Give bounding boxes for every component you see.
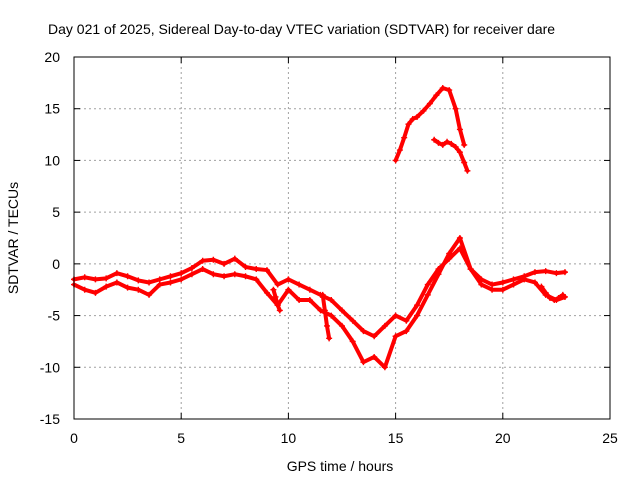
series-segment (453, 106, 462, 132)
y-tick-label: -5 (48, 308, 61, 324)
series-segment (307, 298, 323, 313)
series-segment (382, 313, 398, 328)
y-tick-label: -10 (40, 359, 60, 375)
y-tick-label: 0 (52, 256, 60, 272)
y-tick-label: 10 (44, 152, 60, 168)
series-spike-9_5h (270, 286, 283, 314)
y-tick-label: 15 (44, 101, 60, 117)
y-tick-label: 5 (52, 204, 60, 220)
series-segment (340, 323, 355, 344)
series-segment (350, 318, 366, 334)
x-axis-ticks: 0 5 10 15 20 25 (70, 57, 618, 446)
data-point (276, 307, 283, 314)
x-tick-label: 25 (602, 430, 618, 446)
series-segment (147, 282, 162, 297)
x-tick-label: 20 (495, 430, 511, 446)
series-segment (447, 246, 462, 261)
x-tick-label: 15 (388, 430, 404, 446)
x-axis-label: GPS time / hours (287, 458, 394, 474)
series-segment (402, 122, 411, 140)
y-axis-ticks: -15 -10 -5 0 5 10 15 20 (40, 49, 610, 427)
data-point (461, 141, 468, 148)
series-segment (404, 313, 420, 334)
data-point (326, 335, 333, 342)
series-segment (329, 298, 344, 313)
plot-frame (73, 56, 611, 420)
series-segment (447, 88, 458, 111)
series-segment (415, 282, 430, 308)
data-point (464, 167, 471, 174)
series-segment (425, 272, 441, 297)
series-segment (447, 236, 462, 256)
series-segment (264, 268, 280, 287)
series-segment (254, 277, 269, 295)
series-segment (457, 127, 467, 147)
series-segment (468, 267, 484, 287)
series-segment (415, 292, 430, 318)
grid (74, 57, 610, 419)
x-tick-label: 0 (70, 430, 78, 446)
series-segment (372, 323, 387, 339)
series-segment (457, 236, 473, 272)
series-segment (350, 339, 366, 365)
series-segment (329, 313, 344, 328)
series-segment (189, 258, 205, 270)
series-segment (425, 267, 441, 287)
x-tick-label: 10 (281, 430, 297, 446)
series-segment (404, 303, 420, 323)
series-spike-12h (319, 291, 333, 342)
y-tick-label: 20 (44, 49, 60, 65)
series-segment (232, 256, 248, 269)
x-tick-label: 5 (177, 430, 185, 446)
chart-title: Day 021 of 2025, Sidereal Day-to-day VTE… (48, 21, 555, 37)
series-arc-lower (431, 136, 471, 174)
series-segment (372, 354, 387, 370)
series-dip-21_8h (538, 283, 566, 304)
data-point (559, 291, 566, 298)
data-points (71, 85, 568, 371)
series-arc-upper (392, 85, 468, 164)
data-point (561, 269, 568, 276)
series-track-main-lower (71, 235, 568, 371)
series-segment (275, 287, 291, 308)
series-segment (397, 135, 407, 153)
series-segment (436, 251, 452, 277)
y-tick-label: -15 (40, 411, 60, 427)
series-segment (340, 308, 355, 323)
series-segment (286, 287, 302, 303)
series-segment (382, 334, 398, 370)
series-segment (93, 284, 109, 295)
y-axis-label: SDTVAR / TECUs (5, 182, 21, 294)
